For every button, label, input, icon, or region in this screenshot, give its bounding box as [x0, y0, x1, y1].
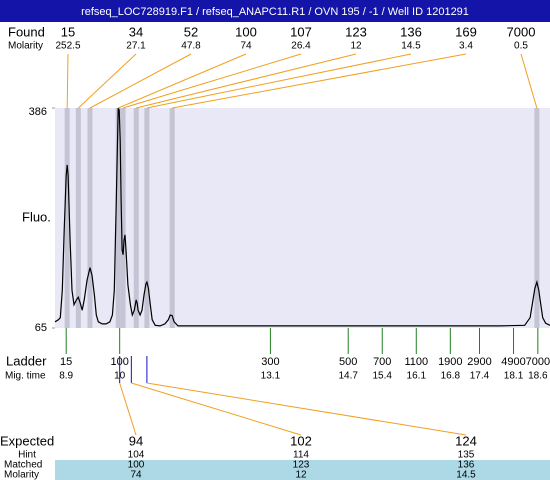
matched-band	[55, 460, 550, 480]
found-molarity: 26.4	[291, 41, 311, 52]
hint-value: 104	[128, 450, 145, 461]
found-size: 100	[235, 24, 257, 39]
found-molarity: 14.5	[401, 41, 421, 52]
ladder-time: 17.4	[470, 371, 490, 382]
found-connector	[146, 53, 412, 109]
hint-value: 114	[293, 450, 309, 461]
found-molarity: 0.5	[514, 41, 528, 52]
found-molarity: 47.8	[181, 41, 201, 52]
expected-size: 94	[129, 433, 143, 448]
found-molarity: 12	[350, 41, 362, 52]
found-size: 169	[455, 24, 477, 39]
found-label: Found	[8, 24, 45, 39]
found-molarity: 252.5	[55, 41, 80, 52]
ladder-time: 13.1	[261, 371, 281, 382]
found-size: 123	[345, 24, 367, 39]
title-bar	[0, 0, 550, 22]
hint-value: 135	[458, 450, 475, 461]
ladder-size: 1100	[404, 356, 428, 368]
peak-band	[64, 108, 70, 328]
peak-band	[115, 108, 121, 328]
expected-molarity: 14.5	[456, 470, 476, 480]
ladder-size: 7000	[526, 356, 550, 368]
hint-label: Hint	[18, 450, 36, 461]
found-size: 107	[290, 24, 312, 39]
found-connector	[520, 53, 538, 109]
peak-band	[87, 108, 93, 328]
y-axis-label: Fluo.	[22, 209, 51, 224]
expected-size: 102	[290, 433, 312, 448]
ladder-time: 15.4	[373, 371, 393, 382]
expected-molarity-label: Molarity	[4, 470, 39, 480]
found-size: 34	[129, 24, 143, 39]
y-tick-label: 65	[35, 322, 47, 334]
expected-connector	[131, 382, 302, 436]
ladder-label: Ladder	[6, 353, 47, 368]
found-connector	[66, 53, 69, 109]
found-size: 7000	[507, 24, 536, 39]
found-molarity-label: Molarity	[8, 41, 43, 52]
peak-band	[75, 108, 81, 328]
ladder-size: 700	[373, 356, 391, 368]
ladder-size: 300	[261, 356, 279, 368]
ladder-time: 14.7	[338, 371, 358, 382]
expected-connector	[119, 382, 137, 436]
ladder-size: 4900	[501, 356, 525, 368]
expected-molarity: 12	[295, 470, 307, 480]
ladder-time: 16.1	[407, 371, 427, 382]
found-molarity: 27.1	[126, 41, 146, 52]
found-connector	[136, 53, 357, 109]
found-connector	[77, 53, 137, 109]
expected-molarity: 74	[130, 470, 142, 480]
expected-label: Expected	[0, 433, 54, 448]
ladder-time: 18.6	[528, 371, 548, 382]
found-molarity: 3.4	[459, 41, 473, 52]
ladder-time: 8.9	[59, 371, 73, 382]
found-molarity: 74	[240, 41, 252, 52]
found-size: 52	[184, 24, 198, 39]
chart-title: refseq_LOC728919.F1 / refseq_ANAPC11.R1 …	[81, 6, 469, 18]
matched-value: 123	[293, 460, 310, 471]
found-size: 136	[400, 24, 422, 39]
y-tick-label: 386	[29, 106, 47, 118]
expected-size: 124	[455, 433, 477, 448]
ladder-time: 18.1	[504, 371, 524, 382]
found-connector	[122, 53, 302, 109]
expected-connector	[146, 382, 467, 436]
found-size: 15	[61, 24, 75, 39]
ladder-size: 15	[60, 356, 72, 368]
ladder-size: 500	[339, 356, 357, 368]
ladder-time: 16.8	[441, 371, 461, 382]
ladder-time-label: Mig. time	[5, 371, 46, 382]
ladder-size: 1900	[438, 356, 462, 368]
peak-band	[120, 108, 126, 328]
trace-line	[54, 107, 550, 327]
peak-band	[534, 108, 540, 328]
ladder-size: 2900	[467, 356, 491, 368]
found-connector	[89, 53, 192, 109]
matched-value: 100	[128, 460, 145, 471]
matched-label: Matched	[4, 460, 42, 471]
peak-band	[144, 108, 150, 328]
matched-value: 136	[458, 460, 475, 471]
found-connector	[172, 53, 467, 109]
found-connector	[118, 53, 247, 109]
peak-band	[133, 108, 139, 328]
peak-band	[169, 108, 175, 328]
